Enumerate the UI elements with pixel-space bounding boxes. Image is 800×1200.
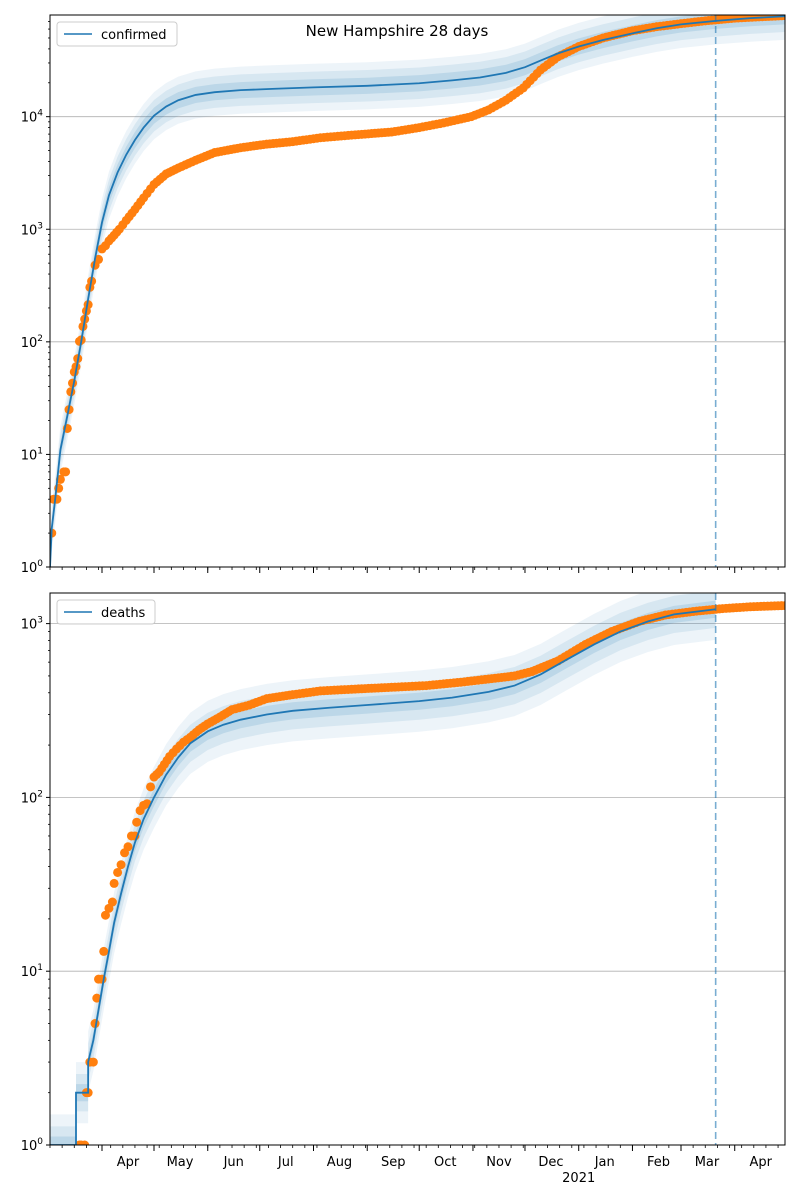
legend-box bbox=[56, 599, 156, 625]
y-tick-label: 101 bbox=[21, 446, 43, 463]
observed-point bbox=[107, 897, 117, 907]
x-tick-label: Nov bbox=[486, 1155, 512, 1170]
legend-box bbox=[56, 21, 178, 47]
x-tick-label: Apr bbox=[117, 1155, 140, 1170]
legend-label-confirmed: confirmed bbox=[101, 28, 167, 43]
chart-title: New Hampshire 28 days bbox=[306, 22, 489, 40]
y-tick-label: 102 bbox=[21, 334, 43, 351]
x-tick-label: Jul bbox=[277, 1155, 294, 1170]
y-tick-label: 101 bbox=[21, 963, 43, 980]
y-tick-label: 100 bbox=[21, 1137, 44, 1154]
y-tick-label: 103 bbox=[21, 616, 43, 633]
x-tick-label: Apr bbox=[749, 1155, 772, 1170]
observed-point bbox=[780, 601, 785, 611]
observed-point bbox=[99, 946, 109, 956]
confirmed-x-axis-ticks bbox=[49, 567, 779, 573]
confirmed-legend: confirmed bbox=[56, 21, 178, 47]
legend-label-deaths: deaths bbox=[101, 606, 146, 621]
observed-point bbox=[94, 254, 104, 264]
observed-point bbox=[92, 993, 102, 1003]
model-median-line bbox=[50, 608, 716, 1145]
confirmed-uncertainty-bands bbox=[50, 15, 785, 567]
x-tick-label: Jan bbox=[594, 1155, 615, 1170]
model-median-line bbox=[50, 15, 785, 567]
observed-point bbox=[61, 467, 71, 477]
uncertainty-band bbox=[50, 600, 716, 1145]
deaths-x-axis: Apr May Jun Jul Aug Sep Oct Nov Dec Jan Feb Mar Apr 2… bbox=[49, 1145, 779, 1186]
observed-point bbox=[146, 782, 156, 792]
x-tick-label: Mar bbox=[695, 1155, 720, 1170]
observed-point bbox=[123, 842, 133, 852]
confirmed-y-axis: 100 101 102 103 104 bbox=[21, 21, 50, 576]
x-tick-label: Feb bbox=[647, 1155, 670, 1170]
confirmed-panel: 100 101 102 103 104 New Hampshire 28 days co… bbox=[21, 14, 786, 576]
observed-point bbox=[113, 867, 123, 877]
uncertainty-band bbox=[50, 593, 716, 1145]
x-tick-label: May bbox=[167, 1155, 194, 1170]
deaths-legend: deaths bbox=[56, 599, 156, 625]
deaths-model-line bbox=[50, 608, 716, 1145]
x-tick-label: Sep bbox=[381, 1155, 406, 1170]
uncertainty-band bbox=[50, 593, 716, 1145]
x-tick-label: Dec bbox=[538, 1155, 563, 1170]
deaths-axes-frame bbox=[49, 592, 786, 1146]
observed-point bbox=[109, 878, 119, 888]
x-tick-label: Oct bbox=[434, 1155, 456, 1170]
deaths-observed-points bbox=[74, 601, 785, 1145]
deaths-uncertainty-bands bbox=[50, 593, 716, 1145]
y-tick-label: 102 bbox=[21, 789, 43, 806]
observed-point bbox=[116, 860, 126, 870]
observed-point bbox=[80, 1140, 90, 1145]
x-year-label: 2021 bbox=[562, 1171, 595, 1186]
x-tick-label: Aug bbox=[327, 1155, 352, 1170]
confirmed-axes-frame bbox=[49, 14, 786, 568]
observed-point bbox=[132, 817, 142, 827]
deaths-y-axis: 100 101 102 103 bbox=[21, 616, 50, 1154]
x-tick-label: Jun bbox=[223, 1155, 244, 1170]
observed-point bbox=[52, 494, 62, 504]
deaths-panel: 100 101 102 103 Apr May Jun Jul Aug Sep Oct Nov Dec… bbox=[21, 592, 786, 1186]
confirmed-observed-points bbox=[50, 15, 785, 538]
y-tick-label: 103 bbox=[21, 221, 43, 238]
observed-point bbox=[100, 910, 110, 920]
observed-point bbox=[88, 1057, 98, 1067]
y-tick-label: 104 bbox=[21, 109, 44, 126]
confirmed-model-line bbox=[50, 15, 785, 567]
y-tick-label: 100 bbox=[21, 559, 44, 576]
